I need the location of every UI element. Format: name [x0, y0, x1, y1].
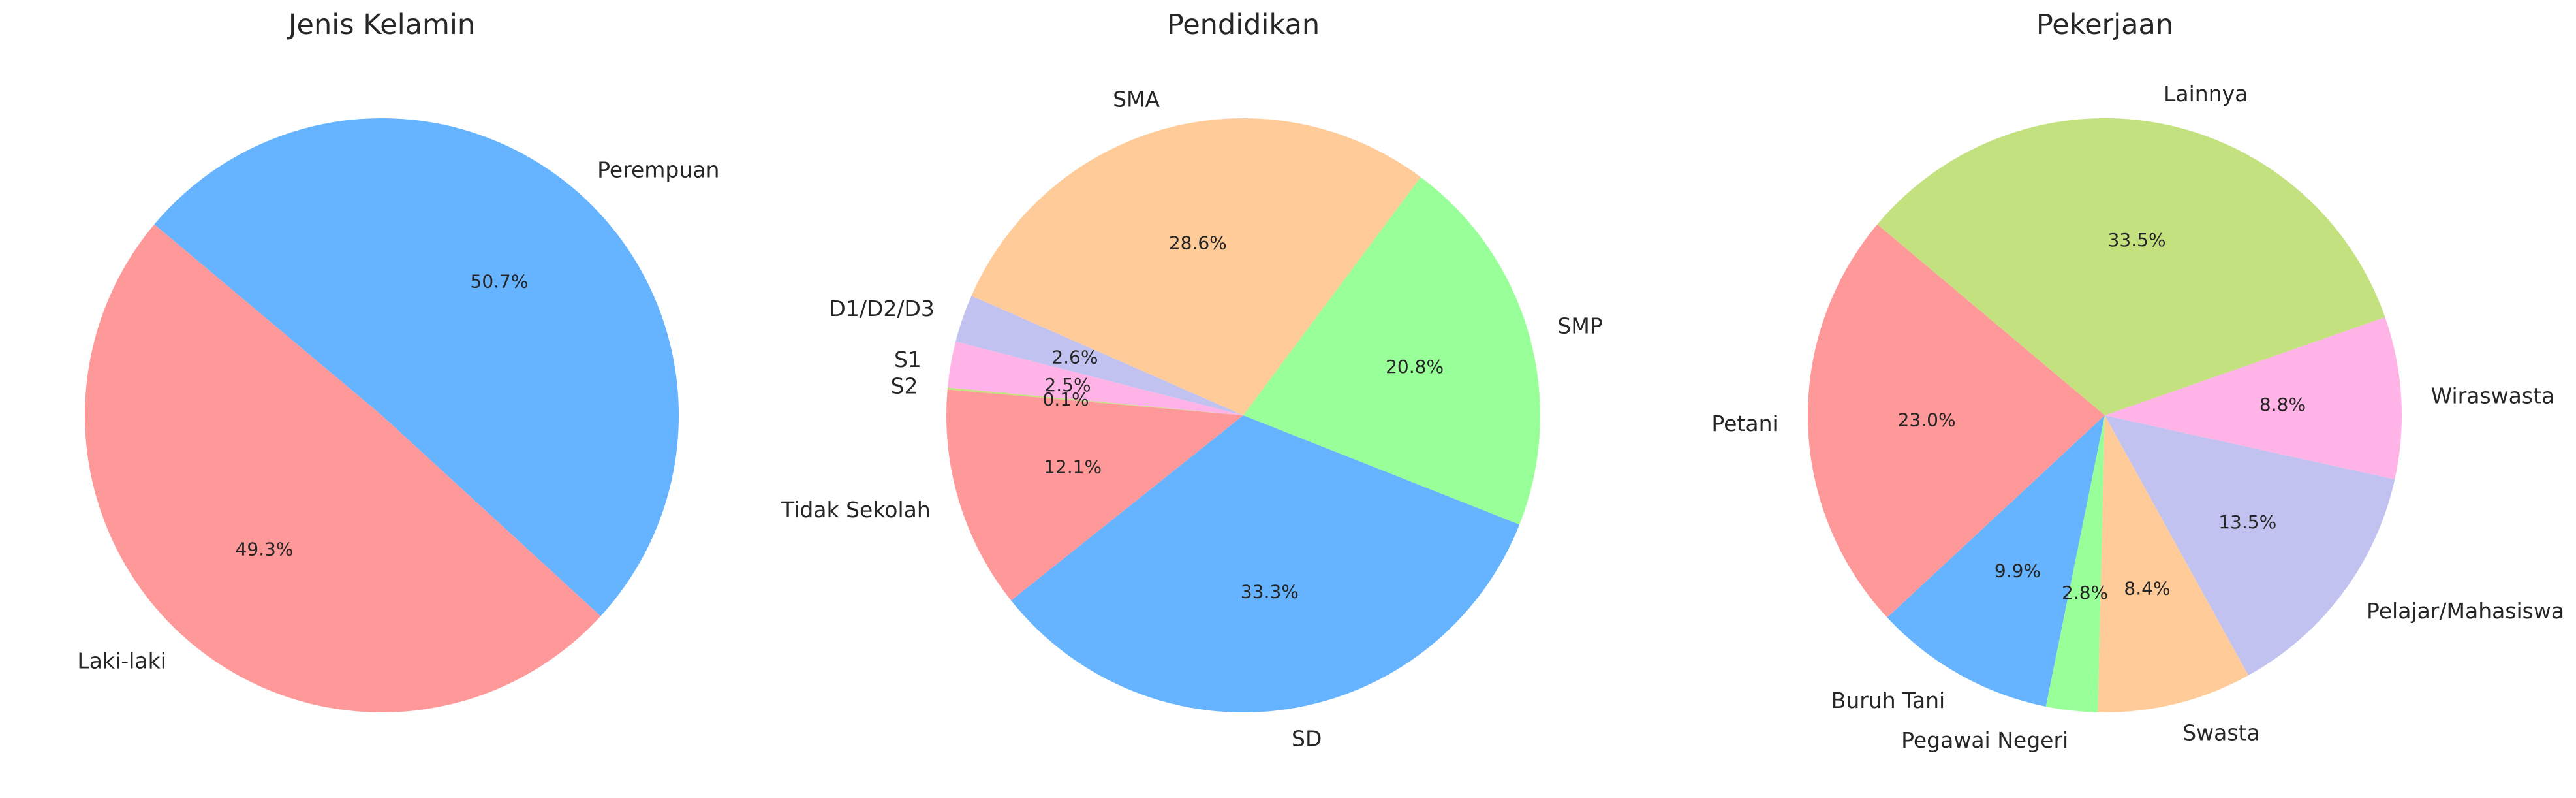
pct-label-tidak-sekolah: 12.1% — [1044, 456, 1102, 477]
slice-label-tidak-sekolah: Tidak Sekolah — [781, 497, 931, 522]
slice-label-petani: Petani — [1711, 411, 1778, 436]
slice-label-buruh-tani: Buruh Tani — [1831, 688, 1945, 713]
pie-slice-d1-d2-d3 — [955, 295, 1243, 415]
pct-label-swasta: 8.4% — [2124, 578, 2170, 599]
slice-label-swasta: Swasta — [2182, 720, 2260, 746]
pie-slice-laki-laki — [85, 224, 601, 712]
slice-label-sd: SD — [1292, 726, 1322, 752]
pie-slice-lainnya — [1877, 118, 2385, 415]
slice-label-laki-laki: Laki-laki — [77, 648, 166, 674]
pie-slice-buruh-tani — [1887, 415, 2105, 707]
chart-title-pendidikan: Pendidikan — [1167, 8, 1320, 41]
pct-label-d1-d2-d3: 2.6% — [1051, 346, 1098, 368]
pct-label-laki-laki: 49.3% — [236, 539, 294, 560]
pie-slice-perempuan — [154, 118, 679, 616]
pie-chart-pekerjaan: Pekerjaan Petani 23.0% Buruh Tani 9.9% Pegaw… — [1711, 8, 2564, 753]
pie-chart-jenis-kelamin: Jenis Kelamin Laki-laki 49.3% Perempuan 50.… — [77, 8, 719, 712]
slice-label-d1-d2-d3: D1/D2/D3 — [829, 296, 934, 321]
pie-slice-petani — [1807, 224, 2105, 618]
pct-label-petani: 23.0% — [1898, 409, 1956, 430]
slice-label-perempuan: Perempuan — [597, 157, 719, 182]
pie-slice-sma — [971, 118, 1421, 415]
pct-label-wiraswasta: 8.8% — [2259, 394, 2306, 415]
slice-label-pegawai-negeri: Pegawai Negeri — [1901, 727, 2068, 753]
pct-label-smp: 20.8% — [1386, 356, 1444, 377]
pct-label-pegawai-negeri: 2.8% — [2062, 582, 2108, 603]
pct-label-lainnya: 33.5% — [2108, 229, 2166, 251]
pct-label-s2: 0.1% — [1043, 389, 1089, 410]
pie-slice-tidak-sekolah — [946, 389, 1243, 601]
pie-slice-pegawai-negeri — [2045, 415, 2105, 712]
pct-label-sma: 28.6% — [1169, 232, 1227, 254]
pie-chart-pendidikan: Pendidikan Tidak Sekolah 12.1% SD 33.3% SMP 2… — [781, 8, 1603, 752]
chart-title-jenis-kelamin: Jenis Kelamin — [287, 8, 475, 41]
slice-label-lainnya: Lainnya — [2164, 81, 2248, 106]
pie-slice-s1 — [947, 342, 1243, 415]
pct-label-buruh-tani: 9.9% — [1994, 560, 2041, 582]
pie-slice-sd — [1011, 415, 1520, 713]
slice-label-wiraswasta: Wiraswasta — [2431, 383, 2555, 409]
pie-slice-smp — [1243, 177, 1541, 525]
slice-label-s1: S1 — [894, 347, 922, 372]
slice-label-smp: SMP — [1557, 313, 1602, 339]
slice-label-s2: S2 — [891, 373, 918, 398]
pct-label-sd: 33.3% — [1241, 581, 1299, 603]
slice-label-sma: SMA — [1113, 87, 1160, 112]
chart-title-pekerjaan: Pekerjaan — [2036, 8, 2173, 41]
pct-label-pelajar-mahasiswa: 13.5% — [2218, 511, 2276, 533]
pie-slice-wiraswasta — [2105, 317, 2402, 479]
slice-label-pelajar-mahasiswa: Pelajar/Mahasiswa — [2367, 598, 2564, 624]
pie-slice-swasta — [2098, 415, 2249, 712]
pct-label-perempuan: 50.7% — [471, 270, 529, 292]
pct-label-s1: 2.5% — [1044, 374, 1091, 396]
pie-slice-s2 — [947, 387, 1243, 415]
pie-slice-pelajar-mahasiswa — [2105, 415, 2395, 676]
